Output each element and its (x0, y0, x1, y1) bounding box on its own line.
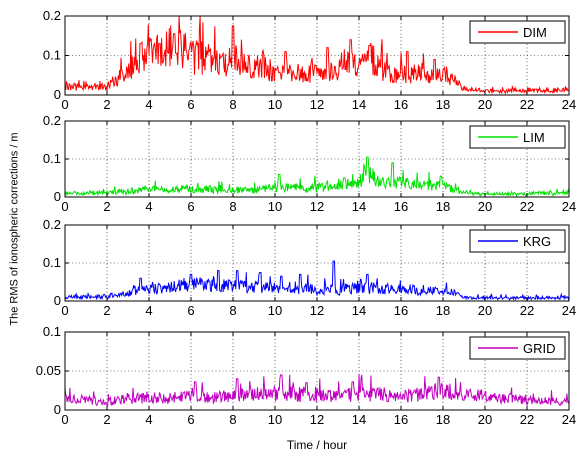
y-tick-label: 0.2 (43, 113, 61, 128)
legend-grid: GRID (469, 336, 566, 360)
legend-krg: KRG (469, 229, 566, 253)
y-tick-label: 0.2 (43, 8, 61, 23)
x-tick-label: 2 (103, 412, 110, 427)
x-tick-label: 2 (103, 199, 110, 214)
x-tick-label: 20 (478, 303, 492, 318)
x-tick-label: 24 (562, 303, 576, 318)
x-tick-label: 22 (520, 412, 534, 427)
x-tick-label: 4 (145, 199, 152, 214)
x-tick-label: 18 (436, 97, 450, 112)
x-tick-label: 16 (394, 303, 408, 318)
legend-label: LIM (523, 130, 545, 145)
x-tick-label: 22 (520, 303, 534, 318)
x-tick-label: 6 (187, 199, 194, 214)
x-tick-label: 20 (478, 97, 492, 112)
x-tick-label: 0 (61, 412, 68, 427)
y-tick-label: 0 (54, 402, 61, 417)
legend-lim: LIM (469, 125, 566, 149)
x-axis-label: Time / hour (286, 438, 348, 452)
x-tick-label: 14 (352, 303, 366, 318)
x-tick-label: 6 (187, 97, 194, 112)
y-tick-label: 0 (54, 189, 61, 204)
x-tick-label: 14 (352, 199, 366, 214)
x-tick-label: 12 (310, 412, 324, 427)
y-tick-label: 0.1 (43, 48, 61, 63)
y-tick-label: 0.1 (43, 324, 61, 339)
x-tick-label: 4 (145, 303, 152, 318)
x-tick-label: 10 (268, 412, 282, 427)
x-tick-label: 0 (61, 97, 68, 112)
x-tick-label: 24 (562, 199, 576, 214)
y-tick-label: 0.05 (36, 363, 61, 378)
y-tick-label: 0 (54, 87, 61, 102)
y-tick-label: 0 (54, 293, 61, 308)
x-tick-label: 20 (478, 412, 492, 427)
x-tick-label: 16 (394, 199, 408, 214)
x-tick-label: 14 (352, 97, 366, 112)
x-tick-label: 18 (436, 303, 450, 318)
y-tick-label: 0.2 (43, 217, 61, 232)
x-tick-label: 16 (394, 412, 408, 427)
x-tick-label: 8 (229, 97, 236, 112)
x-tick-label: 12 (310, 303, 324, 318)
series-line-lim (64, 156, 570, 198)
x-tick-label: 4 (145, 412, 152, 427)
series-line-krg (64, 260, 570, 302)
x-tick-label: 18 (436, 412, 450, 427)
x-tick-label: 2 (103, 97, 110, 112)
x-tick-label: 0 (61, 199, 68, 214)
x-tick-label: 6 (187, 412, 194, 427)
x-tick-label: 6 (187, 303, 194, 318)
x-tick-label: 10 (268, 303, 282, 318)
x-tick-label: 24 (562, 97, 576, 112)
y-tick-label: 0.1 (43, 255, 61, 270)
legend-dim: DIM (469, 20, 566, 44)
legend-label: DIM (523, 25, 547, 40)
x-tick-label: 0 (61, 303, 68, 318)
x-tick-label: 18 (436, 199, 450, 214)
x-tick-label: 8 (229, 303, 236, 318)
x-tick-label: 22 (520, 97, 534, 112)
legend-label: GRID (523, 341, 556, 356)
x-tick-label: 14 (352, 412, 366, 427)
x-tick-label: 8 (229, 412, 236, 427)
y-axis-label-text: The RMS of ionospheric corrections / m (9, 131, 21, 326)
y-axis-label: The RMS of ionospheric corrections / m (4, 0, 26, 457)
x-tick-label: 24 (562, 412, 576, 427)
x-tick-label: 20 (478, 199, 492, 214)
x-tick-label: 2 (103, 303, 110, 318)
legend-label: KRG (523, 234, 551, 249)
x-tick-label: 10 (268, 97, 282, 112)
x-tick-label: 22 (520, 199, 534, 214)
x-tick-label: 4 (145, 97, 152, 112)
y-tick-label: 0.1 (43, 151, 61, 166)
x-tick-label: 10 (268, 199, 282, 214)
x-tick-label: 12 (310, 199, 324, 214)
x-tick-label: 8 (229, 199, 236, 214)
x-tick-label: 12 (310, 97, 324, 112)
series-line-grid (64, 373, 570, 407)
x-tick-label: 16 (394, 97, 408, 112)
